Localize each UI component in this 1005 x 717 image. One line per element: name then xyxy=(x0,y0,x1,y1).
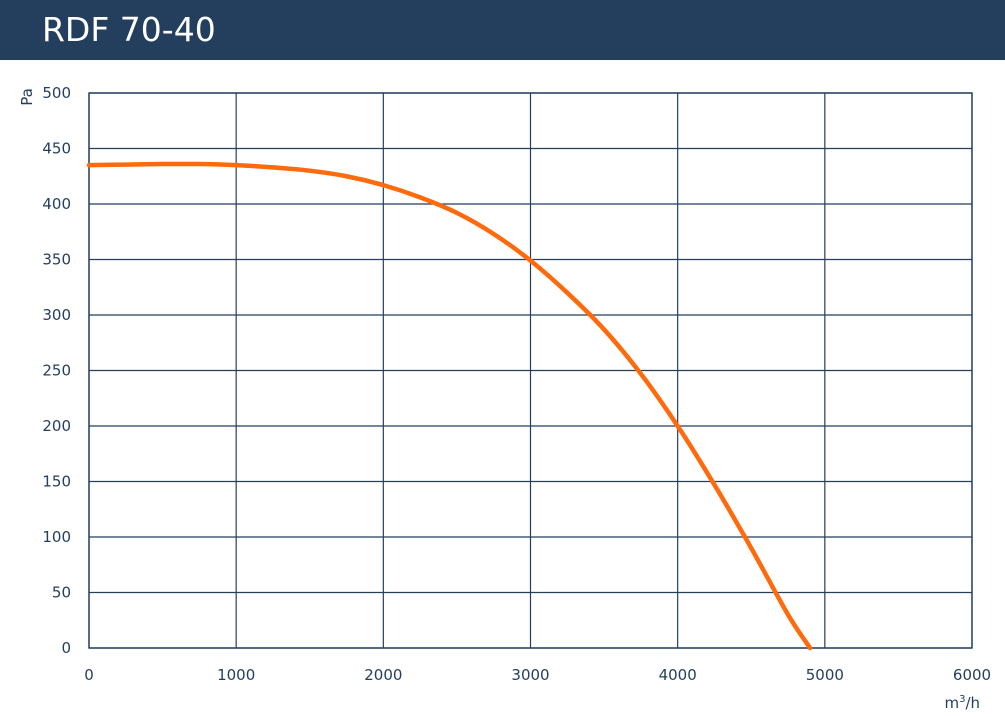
series-line-0 xyxy=(86,161,813,651)
x-tick-label: 0 xyxy=(84,666,94,684)
x-tick-label: 2000 xyxy=(364,666,402,684)
y-tick-label: 300 xyxy=(42,306,71,324)
chart-title: RDF 70-40 xyxy=(42,10,216,49)
grid xyxy=(88,92,973,649)
y-tick-label: 150 xyxy=(42,473,71,491)
y-tick-label: 450 xyxy=(42,140,71,158)
y-tick-label: 100 xyxy=(42,528,71,546)
x-tick-label: 5000 xyxy=(806,666,844,684)
title-bar: RDF 70-40 xyxy=(0,0,1005,60)
y-tick-label: 0 xyxy=(61,639,71,657)
y-tick-label: 200 xyxy=(42,417,71,435)
y-tick-label: 50 xyxy=(52,584,71,602)
x-tick-label: 4000 xyxy=(659,666,697,684)
y-tick-label: 400 xyxy=(42,195,71,213)
y-axis-label: Pa xyxy=(18,88,36,106)
tick-labels: 0 1000 2000 3000 4000 5000 6000 0 50 100 150 200 250… xyxy=(42,84,991,684)
plot-frame xyxy=(88,92,973,649)
x-tick-label: 3000 xyxy=(511,666,549,684)
y-tick-label: 350 xyxy=(42,251,71,269)
x-tick-label: 1000 xyxy=(217,666,255,684)
series xyxy=(86,161,813,651)
y-tick-label: 250 xyxy=(42,362,71,380)
x-axis-label: m3/h xyxy=(944,694,980,712)
y-tick-label: 500 xyxy=(42,84,71,102)
x-tick-label: 6000 xyxy=(953,666,991,684)
